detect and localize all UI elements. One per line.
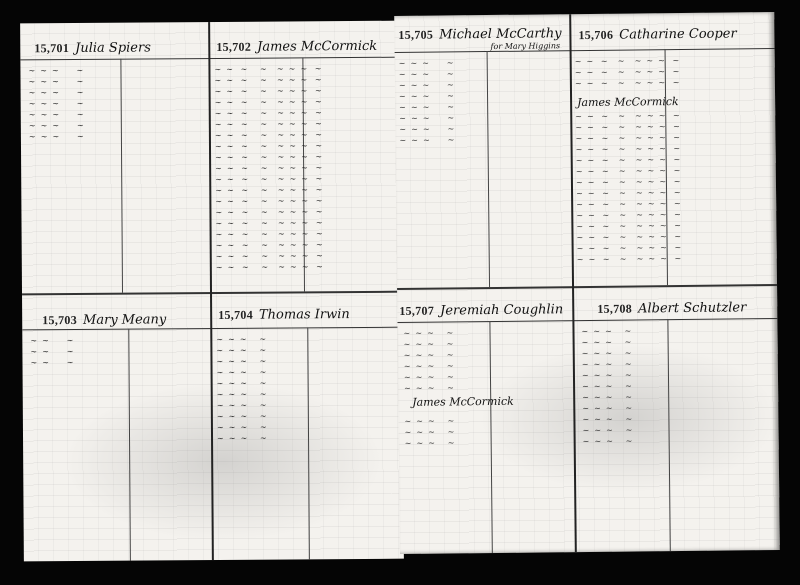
handwritten-entries: ~ ~ ~ ~ ~ ~ ~ ~ ~ ~ ~ ~ ~ ~ ~ ~ ~ ~ ~ ~ … bbox=[28, 65, 84, 142]
account-number: 15,705 bbox=[398, 27, 434, 42]
account-header: 15,708 Albert Schutzler bbox=[597, 300, 746, 317]
handwritten-entries: ~ ~ ~ ~ ~ ~ ~ ~ ~ ~ ~ ~ ~ ~ ~ ~ ~ ~ ~ ~ … bbox=[574, 56, 682, 265]
account-name: Julia Spiers bbox=[75, 40, 151, 56]
account-name: Albert Schutzler bbox=[638, 300, 747, 317]
account-number: 15,704 bbox=[218, 307, 254, 322]
account-name: James McCormick bbox=[257, 38, 378, 55]
handwritten-entries: ~ ~ ~ ~ ~ ~ ~ ~ ~ ~ ~ ~ ~ ~ ~ ~ ~ ~ ~ ~ … bbox=[581, 326, 633, 447]
account-name: Thomas Irwin bbox=[258, 307, 350, 323]
handwritten-entries: ~ ~ ~ ~ ~ ~ ~ ~ ~ bbox=[30, 335, 74, 368]
account-name: Catharine Cooper bbox=[619, 26, 737, 43]
account-number: 15,701 bbox=[34, 40, 70, 56]
account-number: 15,702 bbox=[216, 39, 252, 54]
account-header: 15,705 Michael McCarthy bbox=[398, 26, 561, 43]
handwritten-entries: ~ ~ ~ ~ ~ ~ ~ ~ ~ ~ ~ ~ ~ ~ ~ ~ ~ ~ ~ ~ … bbox=[398, 58, 455, 145]
account-header: 15,707 Jeremiah Coughlin bbox=[399, 302, 563, 319]
account-note: for Mary Higgins bbox=[490, 41, 561, 51]
account-number: 15,707 bbox=[399, 303, 435, 318]
handwritten-entries: ~ ~ ~ ~ ~ ~ ~ ~ ~ ~ ~ ~ ~ ~ ~ ~ ~ ~ ~ ~ … bbox=[214, 64, 323, 272]
account-name: Jeremiah Coughlin bbox=[440, 302, 564, 319]
handwritten-entries: ~ ~ ~ ~ ~ ~ ~ ~ ~ ~ ~ ~ ~ ~ ~ ~ ~ ~ ~ ~ … bbox=[403, 328, 455, 448]
account-name: Michael McCarthy bbox=[439, 26, 562, 43]
account-number: 15,703 bbox=[42, 312, 78, 328]
account-number: 15,706 bbox=[578, 27, 614, 43]
ledger-right-page: 15,705 Michael McCarthy for Mary Higgins … bbox=[394, 12, 780, 554]
account-header: 15,702 James McCormick bbox=[216, 39, 377, 55]
account-name: Mary Meany bbox=[82, 312, 167, 328]
ledger-left-page: 15,701 Julia Spiers 15,702 James McCormick… bbox=[20, 20, 404, 562]
account-header: 15,704 Thomas Irwin bbox=[218, 307, 350, 323]
account-header: 15,701 Julia Spiers bbox=[34, 40, 151, 56]
handwritten-entries: ~ ~ ~ ~ ~ ~ ~ ~ ~ ~ ~ ~ ~ ~ ~ ~ ~ ~ ~ ~ … bbox=[216, 334, 267, 443]
account-header: 15,703 Mary Meany bbox=[42, 312, 166, 328]
account-header: 15,706 Catharine Cooper bbox=[578, 26, 736, 43]
account-number: 15,708 bbox=[597, 301, 633, 316]
